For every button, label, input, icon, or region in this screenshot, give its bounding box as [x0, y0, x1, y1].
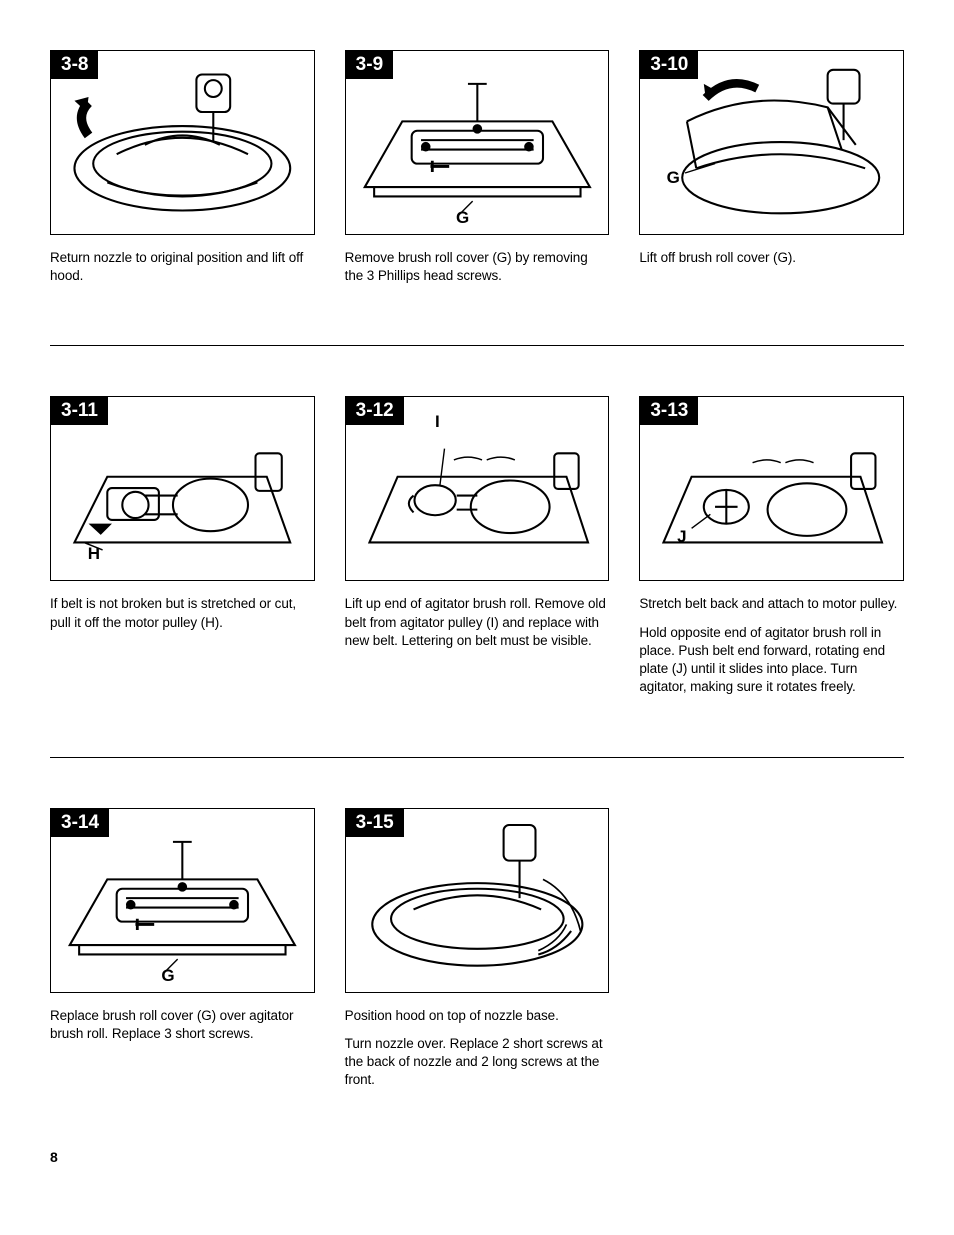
step-caption: Replace brush roll cover (G) over agitat… [50, 1007, 315, 1043]
caption-text: Remove brush roll cover (G) by removing … [345, 249, 610, 285]
callout-label: I [435, 412, 440, 432]
instruction-cell: 3-8 Return nozzle to original position an… [50, 50, 315, 295]
callout-label: G [456, 208, 469, 228]
callout-label: G [667, 168, 680, 188]
instruction-row: 3-11 H If belt is not broken but is stretc… [50, 396, 904, 757]
caption-text: Hold opposite end of agitator brush roll… [639, 624, 904, 697]
rows-container: 3-8 Return nozzle to original position an… [50, 50, 904, 1119]
caption-text: Stretch belt back and attach to motor pu… [639, 595, 904, 613]
instruction-cell: 3-9 G Remove brush roll cover (G) by remov… [345, 50, 610, 295]
instruction-row: 3-14 G Replace brush roll cover (G) over a… [50, 808, 904, 1120]
caption-text: Replace brush roll cover (G) over agitat… [50, 1007, 315, 1043]
step-figure: 3-9 G [345, 50, 610, 235]
step-caption: If belt is not broken but is stretched o… [50, 595, 315, 631]
instruction-cell: 3-15 Position hood on top of nozzle base.… [345, 808, 610, 1100]
callout-label: H [88, 544, 100, 564]
page-number: 8 [50, 1149, 904, 1165]
instruction-cell: 3-12 I Lift up end of agitator brush roll.… [345, 396, 610, 706]
caption-text: Return nozzle to original position and l… [50, 249, 315, 285]
step-badge: 3-15 [346, 809, 404, 837]
caption-text: Position hood on top of nozzle base. [345, 1007, 610, 1025]
step-figure: 3-14 G [50, 808, 315, 993]
step-caption: Lift off brush roll cover (G). [639, 249, 904, 267]
step-caption: Return nozzle to original position and l… [50, 249, 315, 285]
callout-label: J [677, 527, 686, 547]
instruction-cell [639, 808, 904, 1100]
step-caption: Lift up end of agitator brush roll. Remo… [345, 595, 610, 650]
step-caption: Remove brush roll cover (G) by removing … [345, 249, 610, 285]
step-figure: 3-15 [345, 808, 610, 993]
step-figure: 3-11 H [50, 396, 315, 581]
instruction-cell: 3-10 G Lift off brush roll cover (G). [639, 50, 904, 295]
instruction-row: 3-8 Return nozzle to original position an… [50, 50, 904, 346]
caption-text: Lift up end of agitator brush roll. Remo… [345, 595, 610, 650]
step-figure: 3-13 J [639, 396, 904, 581]
step-badge: 3-10 [640, 51, 698, 79]
caption-text: Turn nozzle over. Replace 2 short screws… [345, 1035, 610, 1090]
caption-text: Lift off brush roll cover (G). [639, 249, 904, 267]
step-badge: 3-12 [346, 397, 404, 425]
callout-label: G [161, 966, 174, 986]
step-badge: 3-11 [51, 397, 108, 425]
step-badge: 3-14 [51, 809, 109, 837]
caption-text: If belt is not broken but is stretched o… [50, 595, 315, 631]
instruction-cell: 3-11 H If belt is not broken but is stretc… [50, 396, 315, 706]
instruction-cell: 3-13 J Stretch belt back and attach to mot… [639, 396, 904, 706]
step-caption: Stretch belt back and attach to motor pu… [639, 595, 904, 696]
step-figure: 3-10 G [639, 50, 904, 235]
instruction-cell: 3-14 G Replace brush roll cover (G) over a… [50, 808, 315, 1100]
step-badge: 3-13 [640, 397, 698, 425]
step-badge: 3-8 [51, 51, 98, 79]
step-figure: 3-8 [50, 50, 315, 235]
step-caption: Position hood on top of nozzle base. Turn… [345, 1007, 610, 1090]
step-figure: 3-12 I [345, 396, 610, 581]
step-badge: 3-9 [346, 51, 393, 79]
